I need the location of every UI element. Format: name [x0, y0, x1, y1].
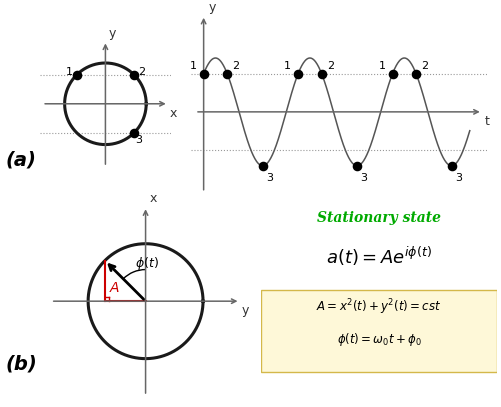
Text: y: y [241, 304, 248, 317]
Point [223, 70, 231, 77]
Text: $A = x^2(t) + y^2(t) = cst$: $A = x^2(t) + y^2(t) = cst$ [316, 297, 441, 317]
Point [294, 70, 302, 77]
Text: t: t [483, 114, 488, 127]
Text: x: x [149, 192, 157, 205]
Point [73, 72, 81, 78]
Point [130, 129, 138, 136]
Point [317, 70, 325, 77]
FancyBboxPatch shape [261, 290, 496, 372]
Text: Stationary state: Stationary state [316, 211, 440, 225]
Text: 2: 2 [326, 61, 333, 71]
Text: 2: 2 [420, 61, 427, 71]
Point [411, 70, 419, 77]
Point [352, 162, 360, 169]
Point [130, 72, 138, 78]
Text: 1: 1 [66, 67, 73, 77]
Text: 2: 2 [138, 67, 145, 77]
Text: 3: 3 [454, 173, 461, 183]
Text: $\phi(t) = \omega_0 t + \phi_0$: $\phi(t) = \omega_0 t + \phi_0$ [336, 331, 420, 348]
Text: $\phi(t)$: $\phi(t)$ [134, 255, 158, 272]
Point [388, 70, 396, 77]
Text: 3: 3 [360, 173, 367, 183]
Text: 1: 1 [378, 61, 385, 71]
Text: y: y [208, 1, 216, 14]
Text: 1: 1 [284, 61, 291, 71]
Text: x: x [169, 107, 176, 120]
Text: 3: 3 [135, 135, 142, 145]
Point [258, 162, 266, 169]
Point [446, 162, 454, 169]
Text: (b): (b) [5, 354, 37, 373]
Text: $a(t) = Ae^{i\phi(t)}$: $a(t) = Ae^{i\phi(t)}$ [325, 245, 431, 268]
Text: 3: 3 [266, 173, 273, 183]
Text: 1: 1 [189, 61, 196, 71]
Text: y: y [108, 27, 115, 40]
Text: (a): (a) [5, 151, 36, 170]
Point [199, 70, 207, 77]
Text: 2: 2 [232, 61, 239, 71]
Text: A: A [110, 281, 119, 295]
